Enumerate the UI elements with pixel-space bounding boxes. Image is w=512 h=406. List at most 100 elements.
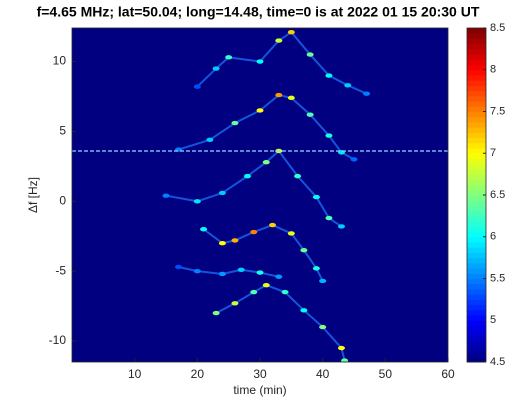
colorbar-cell (467, 351, 486, 358)
intensity-point (325, 73, 333, 78)
intensity-point (175, 264, 183, 270)
intensity-point (218, 271, 226, 277)
y-tick-label: 5 (59, 124, 66, 138)
colorbar-cell (467, 106, 486, 112)
intensity-point (256, 108, 264, 113)
colorbar-cell (467, 121, 486, 128)
intensity-point (262, 282, 270, 288)
colorbar-cell (467, 278, 486, 285)
colorbar-cell (467, 268, 486, 274)
colorbar-tick-label: 5 (490, 314, 496, 326)
colorbar-cell (467, 33, 486, 39)
intensity-point (237, 267, 245, 272)
colorbar-cell (467, 325, 486, 332)
colorbar-cell (467, 335, 486, 342)
intensity-point (300, 248, 308, 253)
intensity-point (231, 301, 239, 306)
colorbar-tick-label: 6 (490, 231, 496, 243)
colorbar-cell (467, 257, 486, 264)
intensity-point (350, 157, 358, 162)
colorbar-cell (467, 85, 486, 92)
x-tick-label: 30 (253, 367, 267, 381)
colorbar-cell (467, 309, 486, 316)
colorbar-cell (467, 315, 486, 321)
intensity-point (256, 270, 264, 275)
intensity-point (325, 215, 333, 221)
colorbar-cell (467, 226, 486, 233)
colorbar-cell (467, 210, 486, 217)
intensity-point (319, 324, 327, 330)
colorbar-cell (467, 95, 486, 102)
colorbar-cell (467, 174, 486, 180)
intensity-point (275, 38, 283, 43)
colorbar-cell (467, 28, 486, 34)
intensity-point (325, 133, 333, 138)
intensity-point (363, 91, 371, 96)
x-axis-label: time (min) (233, 383, 286, 397)
y-tick-label: 10 (53, 54, 67, 68)
y-tick-label: 0 (59, 193, 66, 207)
colorbar-cell (467, 69, 486, 76)
colorbar-cell (467, 299, 486, 306)
intensity-point (193, 268, 201, 274)
colorbar-cell (467, 179, 486, 186)
colorbar-cell (467, 43, 486, 50)
colorbar-cell (467, 262, 486, 269)
trace-line (178, 93, 355, 161)
y-tick-label: -5 (55, 263, 66, 277)
intensity-point (337, 224, 345, 229)
colorbar-cell (467, 59, 486, 66)
intensity-point (319, 278, 327, 284)
x-tick-label: 20 (191, 367, 205, 381)
colorbar-cell (467, 273, 486, 279)
colorbar-cell (467, 74, 486, 81)
colorbar-cell (467, 148, 486, 154)
colorbar-tick-label: 6.5 (490, 189, 505, 201)
colorbar-cell (467, 189, 486, 196)
colorbar-cell (467, 127, 486, 133)
x-tick-label: 10 (128, 367, 142, 381)
colorbar-cell (467, 288, 486, 295)
colorbar-cell (467, 132, 486, 139)
colorbar-tick-label: 4.5 (490, 356, 505, 368)
colorbar-cell (467, 330, 486, 337)
colorbar-tick-label: 5.5 (490, 272, 505, 284)
colorbar-cell (467, 356, 486, 363)
intensity-point (200, 227, 208, 232)
colorbar-cell (467, 101, 486, 107)
intensity-point (218, 241, 226, 246)
colorbar-cell (467, 346, 486, 353)
chart-title: f=4.65 MHz; lat=50.04; long=14.48, time=… (37, 4, 480, 20)
colorbar-cell (467, 200, 486, 206)
intensity-point (256, 59, 264, 64)
intensity-point (312, 194, 320, 200)
intensity-point (300, 308, 308, 313)
intensity-point (312, 266, 320, 271)
colorbar-cell (467, 341, 486, 347)
colorbar-cell (467, 168, 486, 175)
intensity-point (275, 274, 283, 279)
y-tick-label: -10 (49, 333, 67, 347)
colorbar-tick-label: 7.5 (490, 105, 505, 117)
colorbar-tick-label: 8.5 (490, 22, 505, 34)
colorbar-cell (467, 158, 486, 165)
intensity-point (262, 159, 270, 165)
colorbar-cell (467, 48, 486, 55)
intensity-point (275, 92, 283, 98)
colorbar-cell (467, 142, 486, 149)
colorbar-cell (467, 241, 486, 248)
intensity-point (250, 229, 258, 235)
intensity-point (225, 55, 233, 60)
colorbar-cell (467, 137, 486, 144)
colorbar-cell (467, 247, 486, 253)
colorbar-cell (467, 221, 486, 227)
colorbar-cell (467, 54, 486, 60)
colorbar-cell (467, 195, 486, 201)
intensity-point (281, 289, 289, 295)
intensity-point (250, 289, 258, 295)
colorbar-cell (467, 163, 486, 170)
colorbar-cell (467, 90, 486, 97)
x-tick-label: 40 (316, 367, 330, 381)
trace-line (165, 149, 343, 228)
colorbar-cell (467, 38, 486, 45)
